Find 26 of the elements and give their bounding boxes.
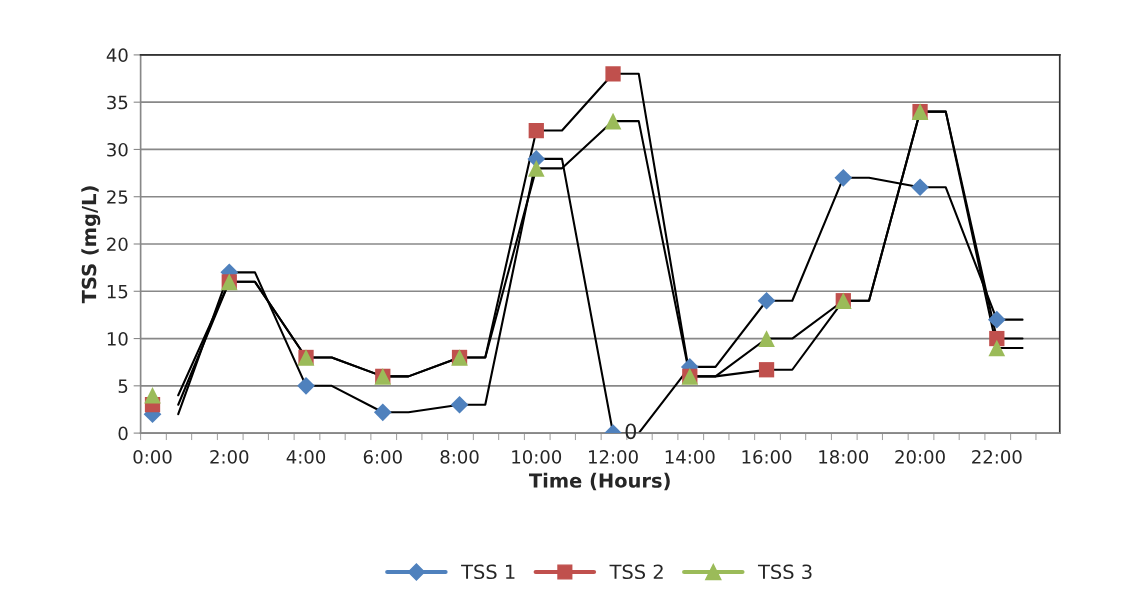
x-tick-label: 12:00 [589, 450, 638, 464]
y-tick-label: 20 [107, 237, 128, 252]
y-tick-label: 10 [107, 332, 128, 346]
y-tick-label: 5 [118, 379, 128, 393]
y-tick-label: 30 [107, 142, 128, 157]
x-tick-label: 4:00 [286, 450, 326, 464]
x-tick-label: 22:00 [972, 450, 1022, 464]
x-tick-label: 8:00 [440, 450, 479, 464]
x-tick-label: 18:00 [819, 450, 869, 464]
y-tick-label: 15 [107, 284, 128, 299]
y-tick-label: 0 [118, 426, 128, 441]
x-tick-label: 14:00 [665, 450, 715, 464]
x-tick-label: 20:00 [895, 450, 945, 464]
legend-label: TSS 1 [461, 564, 515, 580]
x-tick-label: 10:00 [512, 450, 562, 464]
x-tick-label: 16:00 [742, 450, 792, 464]
y-tick-label: 25 [107, 190, 128, 204]
x-tick-label: 2:00 [210, 450, 249, 464]
y-axis-title: TSS (mg/L) [81, 186, 101, 304]
x-axis-title: Time (Hours) [529, 472, 670, 491]
y-tick-label: 40 [106, 48, 128, 63]
legend-label: TSS 2 [609, 564, 663, 580]
x-tick-label: 6:00 [363, 450, 402, 464]
legend-label: TSS 3 [757, 564, 812, 580]
x-tick-label: 0:00 [133, 450, 172, 464]
y-tick-label: 35 [107, 95, 128, 110]
